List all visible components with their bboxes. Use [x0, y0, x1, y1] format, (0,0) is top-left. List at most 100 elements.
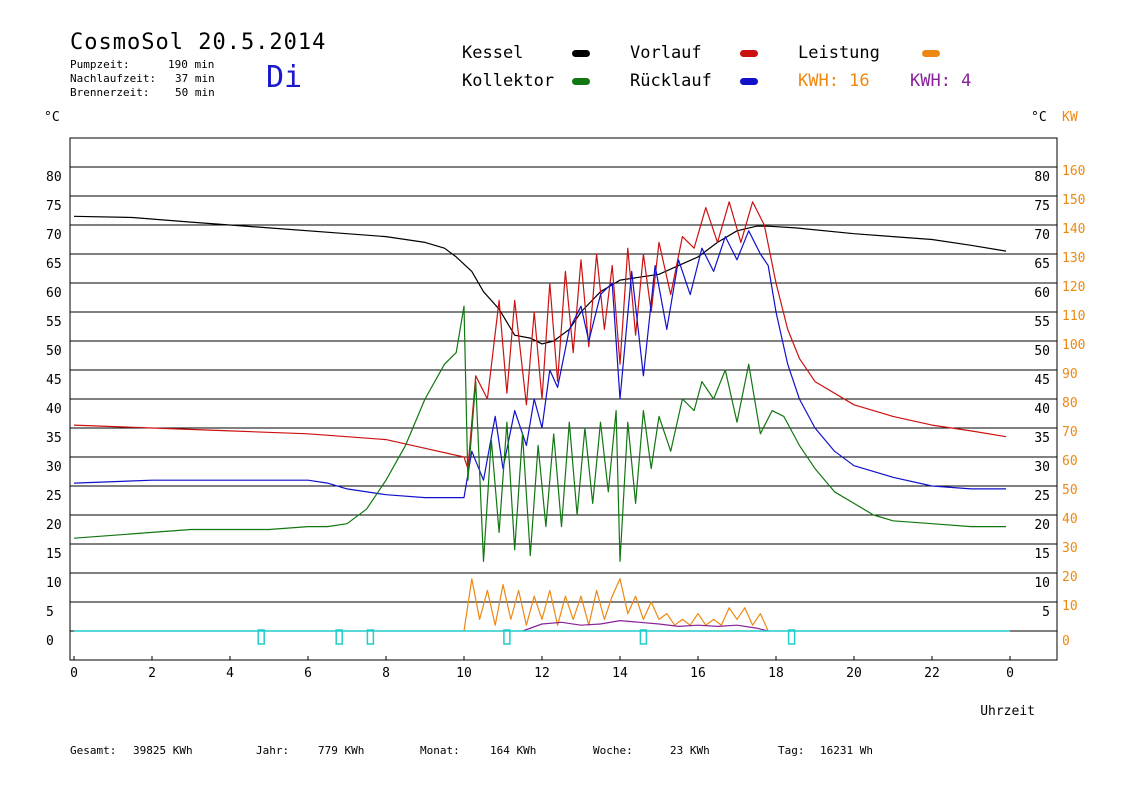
- y-tick-right-power-9: 70: [1062, 425, 1078, 440]
- y-tick-right-power-10: 60: [1062, 454, 1078, 469]
- legend-leistung: Leistung: [798, 43, 880, 63]
- x-tick-label-4: 8: [382, 666, 390, 681]
- pump-pulse-0: [257, 629, 265, 645]
- y-tick-right-temp-6: 50: [1034, 344, 1050, 359]
- y-tick-left-4: 60: [46, 286, 62, 301]
- x-tick-label-10: 20: [846, 666, 862, 681]
- y-tick-right-temp-12: 20: [1034, 518, 1050, 533]
- pump-pulse-2: [366, 629, 375, 645]
- legend-kollektor: Kollektor: [462, 71, 555, 91]
- y-tick-right-power-11: 50: [1062, 483, 1078, 498]
- y-tick-left-5: 55: [46, 315, 62, 330]
- stat-brennerzeit-value: 50 min: [175, 86, 215, 99]
- y-tick-right-power-8: 80: [1062, 396, 1078, 411]
- stat-brennerzeit-label: Brennerzeit:: [70, 86, 150, 99]
- legend-leistung-swatch: [922, 50, 940, 57]
- y-tick-right-temp-0: 80: [1034, 170, 1050, 185]
- y-tick-right-power-7: 90: [1062, 367, 1078, 382]
- pump-pulse-3: [503, 629, 511, 645]
- footer-monat-value: 164 KWh: [490, 744, 537, 757]
- y-tick-right-power-1: 150: [1062, 193, 1085, 208]
- y-tick-left-3: 65: [46, 257, 62, 272]
- y-tick-right-power-3: 130: [1062, 251, 1085, 266]
- y-tick-right-temp-5: 55: [1034, 315, 1050, 330]
- y-tick-left-2: 70: [46, 228, 62, 243]
- y-axis-label-right-temp: °C: [1031, 110, 1047, 125]
- x-tick-label-2: 4: [226, 666, 234, 681]
- legend-kwh-2: KWH: 4: [910, 71, 972, 91]
- x-axis-label: Uhrzeit: [980, 704, 1035, 719]
- y-tick-left-7: 45: [46, 373, 62, 388]
- y-tick-right-power-12: 40: [1062, 512, 1078, 527]
- pump-pulse-4: [639, 629, 648, 645]
- y-tick-left-14: 10: [46, 576, 62, 591]
- y-tick-left-0: 80: [46, 170, 62, 185]
- x-tick-label-3: 6: [304, 666, 312, 681]
- y-tick-right-power-14: 20: [1062, 570, 1078, 585]
- y-tick-left-15: 5: [46, 605, 54, 620]
- x-tick-label-6: 12: [534, 666, 550, 681]
- y-tick-left-1: 75: [46, 199, 62, 214]
- footer-woche-value: 23 KWh: [670, 744, 710, 757]
- y-axis-label-right-power: KW: [1062, 110, 1078, 125]
- stat-pumpzeit-value: 190 min: [168, 58, 215, 71]
- y-tick-right-temp-9: 35: [1034, 431, 1050, 446]
- y-tick-right-temp-7: 45: [1034, 373, 1050, 388]
- y-tick-left-8: 40: [46, 402, 62, 417]
- series-line-kessel: [73, 215, 1007, 345]
- y-tick-right-power-6: 100: [1062, 338, 1085, 353]
- y-tick-right-temp-4: 60: [1034, 286, 1050, 301]
- x-tick-label-1: 2: [148, 666, 156, 681]
- x-tick-label-7: 14: [612, 666, 628, 681]
- y-tick-right-temp-10: 30: [1034, 460, 1050, 475]
- y-tick-right-temp-3: 65: [1034, 257, 1050, 272]
- y-tick-right-temp-1: 75: [1034, 199, 1050, 214]
- y-tick-right-temp-11: 25: [1034, 489, 1050, 504]
- series-line-ruecklauf: [73, 230, 1007, 499]
- legend-kessel-swatch: [572, 50, 590, 57]
- series-line-leistung: [463, 578, 769, 632]
- weekday-label: Di: [266, 60, 303, 95]
- series-line-kollektor: [73, 305, 1007, 563]
- x-tick-label-12: 0: [1006, 666, 1014, 681]
- footer-gesamt-label: Gesamt:: [70, 744, 117, 757]
- y-tick-left-10: 30: [46, 460, 62, 475]
- y-tick-right-power-15: 10: [1062, 599, 1078, 614]
- pump-pulse-5: [787, 629, 796, 645]
- y-tick-left-13: 15: [46, 547, 62, 562]
- y-tick-right-power-4: 120: [1062, 280, 1085, 295]
- legend-ruecklauf-swatch: [740, 78, 758, 85]
- pump-pulse-1: [335, 629, 343, 645]
- y-tick-right-power-0: 160: [1062, 164, 1085, 179]
- y-tick-right-power-13: 30: [1062, 541, 1078, 556]
- y-tick-left-16: 0: [46, 634, 54, 649]
- y-tick-right-temp-15: 5: [1042, 605, 1050, 620]
- y-tick-left-12: 20: [46, 518, 62, 533]
- footer-tag-value: 16231 Wh: [820, 744, 873, 757]
- footer-woche-label: Woche:: [593, 744, 633, 757]
- y-tick-right-power-5: 110: [1062, 309, 1085, 324]
- legend-ruecklauf: Rücklauf: [630, 71, 712, 91]
- y-tick-left-9: 35: [46, 431, 62, 446]
- y-tick-right-temp-2: 70: [1034, 228, 1050, 243]
- y-tick-right-temp-8: 40: [1034, 402, 1050, 417]
- legend-vorlauf-swatch: [740, 50, 758, 57]
- y-tick-left-11: 25: [46, 489, 62, 504]
- legend-vorlauf: Vorlauf: [630, 43, 702, 63]
- y-tick-right-temp-14: 10: [1034, 576, 1050, 591]
- chart-title: CosmoSol 20.5.2014: [70, 30, 327, 55]
- legend-kwh-1: KWH: 16: [798, 71, 870, 91]
- stat-nachlaufzeit-label: Nachlaufzeit:: [70, 72, 157, 85]
- y-axis-label-left: °C: [44, 110, 60, 125]
- y-tick-right-power-2: 140: [1062, 222, 1085, 237]
- x-tick-label-9: 18: [768, 666, 784, 681]
- x-tick-label-8: 16: [690, 666, 706, 681]
- series-line-kwh2: [522, 619, 769, 632]
- x-tick-label-0: 0: [70, 666, 78, 681]
- legend-kollektor-swatch: [572, 78, 590, 85]
- stat-nachlaufzeit-value: 37 min: [175, 72, 215, 85]
- series-line-vorlauf: [73, 201, 1007, 470]
- stat-pumpzeit-label: Pumpzeit:: [70, 58, 130, 71]
- y-tick-left-6: 50: [46, 344, 62, 359]
